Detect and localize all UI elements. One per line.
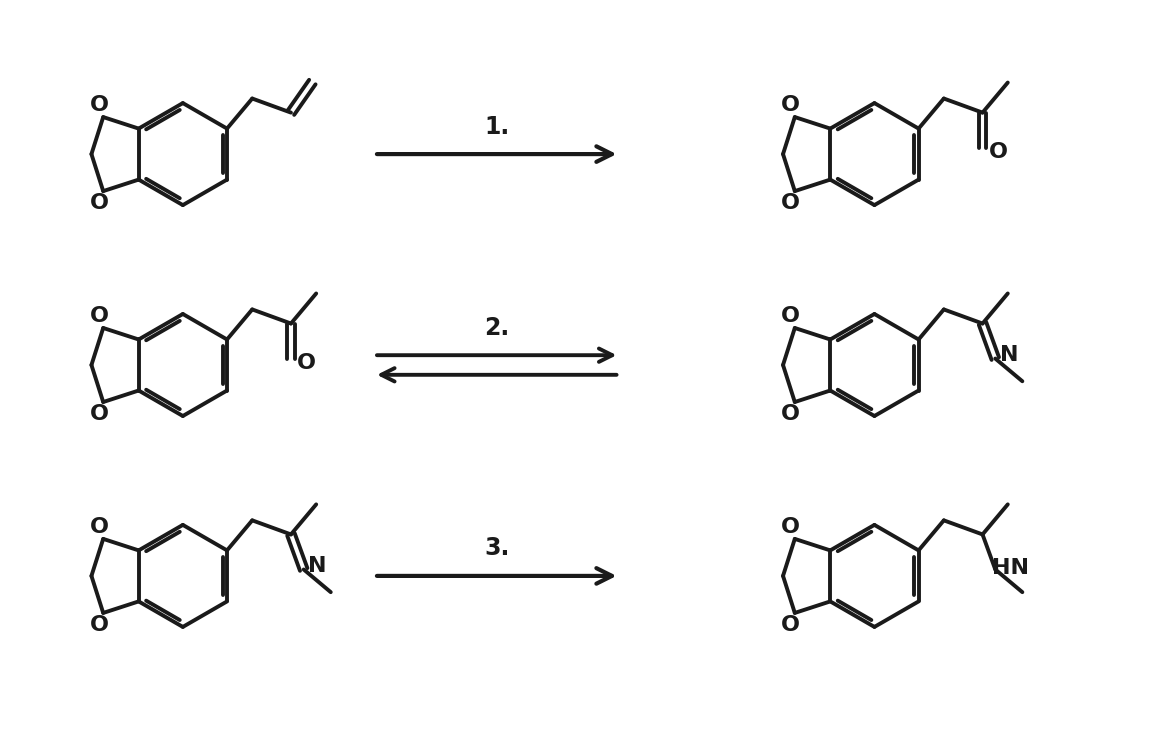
- Text: O: O: [782, 96, 801, 115]
- Text: O: O: [782, 193, 801, 213]
- Text: O: O: [89, 615, 109, 634]
- Text: O: O: [297, 353, 316, 373]
- Text: N: N: [309, 556, 326, 575]
- Text: 3.: 3.: [484, 537, 510, 561]
- Text: HN: HN: [992, 558, 1030, 577]
- Text: O: O: [782, 517, 801, 537]
- Text: O: O: [782, 404, 801, 424]
- Text: O: O: [782, 306, 801, 326]
- Text: O: O: [89, 306, 109, 326]
- Text: O: O: [89, 96, 109, 115]
- Text: O: O: [782, 615, 801, 634]
- Text: 2.: 2.: [484, 315, 510, 339]
- Text: O: O: [89, 517, 109, 537]
- Text: O: O: [989, 142, 1007, 162]
- Text: 1.: 1.: [484, 115, 510, 139]
- Text: O: O: [89, 193, 109, 213]
- Text: O: O: [89, 404, 109, 424]
- Text: N: N: [1000, 345, 1018, 364]
